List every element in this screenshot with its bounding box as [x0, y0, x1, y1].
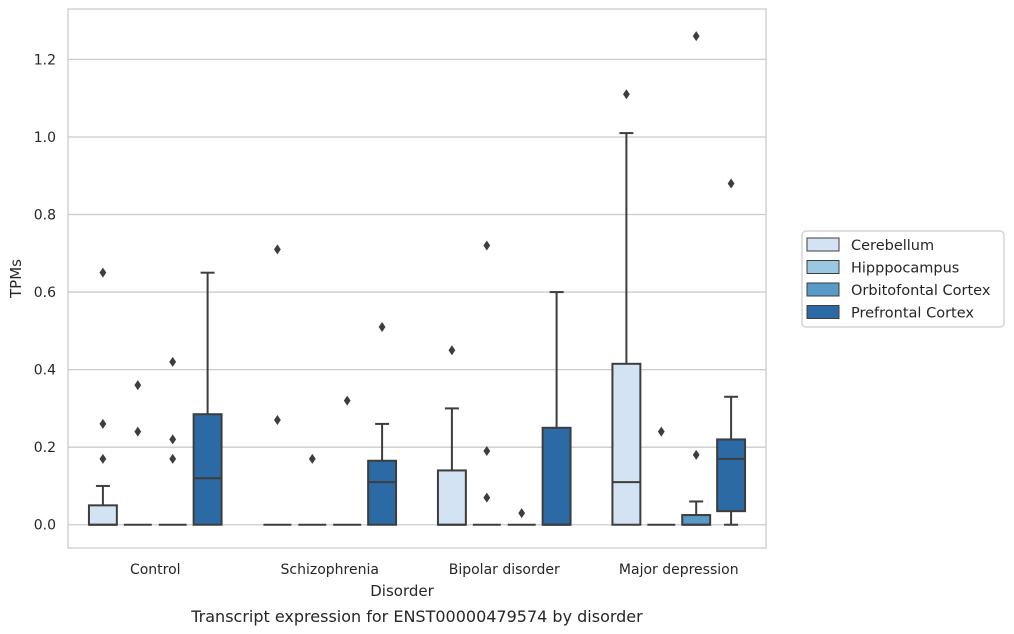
outlier-point — [169, 434, 177, 445]
x-tick-label: Schizophrenia — [281, 562, 379, 578]
box-cerebellum — [611, 89, 642, 526]
y-tick-label: 0.8 — [34, 208, 56, 224]
outlier-point — [448, 345, 456, 356]
box-cerebellum — [87, 267, 118, 526]
box-hipppocampus — [298, 453, 327, 526]
box-prefrontal-cortex — [367, 321, 398, 526]
box-prefrontal-cortex — [192, 271, 223, 526]
legend-label: Orbitofontal Cortex — [851, 283, 991, 299]
x-tick-label: Control — [130, 562, 181, 578]
outlier-point — [378, 321, 386, 332]
gridlines — [68, 58, 766, 526]
box-orbitofontal-cortex — [158, 356, 187, 526]
box-body — [367, 459, 398, 526]
legend-label: Hipppocampus — [851, 261, 959, 277]
legend-swatch — [806, 282, 840, 297]
y-axis: 0.0 0.2 0.4 0.6 0.8 1.0 1.2 — [34, 52, 56, 533]
outlier-point — [518, 508, 526, 519]
x-tick-label: Major depression — [619, 562, 739, 578]
legend-swatch — [806, 237, 840, 252]
box-hipppocampus — [472, 240, 501, 526]
y-tick-label: 0.2 — [34, 440, 56, 456]
outlier-point — [692, 449, 700, 460]
y-tick-label: 0.4 — [34, 363, 56, 379]
y-tick-label: 0.6 — [34, 285, 56, 301]
box-cerebellum — [263, 244, 292, 526]
legend-box — [801, 230, 1005, 328]
box-body — [681, 514, 712, 526]
x-tick-label: Bipolar disorder — [449, 562, 560, 578]
legend-swatch — [806, 305, 840, 319]
outlier-point — [134, 426, 142, 437]
box-body — [611, 362, 642, 526]
box-hipppocampus — [647, 426, 676, 526]
y-tick-label: 1.2 — [34, 52, 56, 68]
plot-area — [87, 31, 747, 526]
outlier-point — [274, 244, 281, 255]
legend-label: Prefrontal Cortex — [851, 306, 974, 322]
outlier-point — [99, 453, 107, 464]
outlier-point — [99, 418, 107, 429]
box-orbitofontal-cortex — [681, 31, 712, 526]
box-prefrontal-cortex — [541, 291, 572, 526]
outlier-point — [623, 89, 630, 100]
box-body — [436, 469, 467, 526]
y-tick-label: 0.0 — [34, 518, 56, 534]
y-axis-title: TPMs — [7, 259, 25, 299]
outlier-point — [308, 453, 316, 464]
y-tick-label: 1.0 — [34, 130, 56, 146]
x-axis: Control Schizophrenia Bipolar disorder Majo… — [130, 562, 739, 578]
outlier-point — [169, 453, 177, 464]
chart-caption: Transcript expression for ENST0000047957… — [190, 607, 643, 626]
outlier-point — [483, 492, 491, 503]
legend-swatch — [806, 260, 840, 274]
outlier-point — [657, 426, 665, 437]
box-body — [541, 426, 572, 526]
plot-frame — [67, 8, 767, 549]
box-body — [87, 504, 118, 526]
outlier-point — [134, 380, 142, 391]
outlier-point — [692, 31, 700, 42]
legend: Cerebellum Hipppocampus Orbitofontal Corte… — [801, 230, 1005, 328]
outlier-point — [99, 267, 107, 278]
box-body — [192, 413, 223, 526]
outlier-point — [483, 446, 491, 457]
outlier-point — [274, 415, 281, 426]
outlier-point — [483, 240, 491, 251]
box-orbitofontal-cortex — [507, 508, 536, 526]
box-orbitofontal-cortex — [333, 395, 362, 526]
legend-label: Cerebellum — [851, 238, 934, 254]
x-axis-title: Disorder — [370, 582, 434, 600]
outlier-point — [727, 178, 735, 189]
box-prefrontal-cortex — [716, 178, 747, 526]
box-hipppocampus — [123, 380, 152, 526]
box-body — [716, 438, 747, 513]
outlier-point — [169, 356, 177, 367]
box-cerebellum — [436, 345, 467, 526]
outlier-point — [343, 395, 351, 406]
